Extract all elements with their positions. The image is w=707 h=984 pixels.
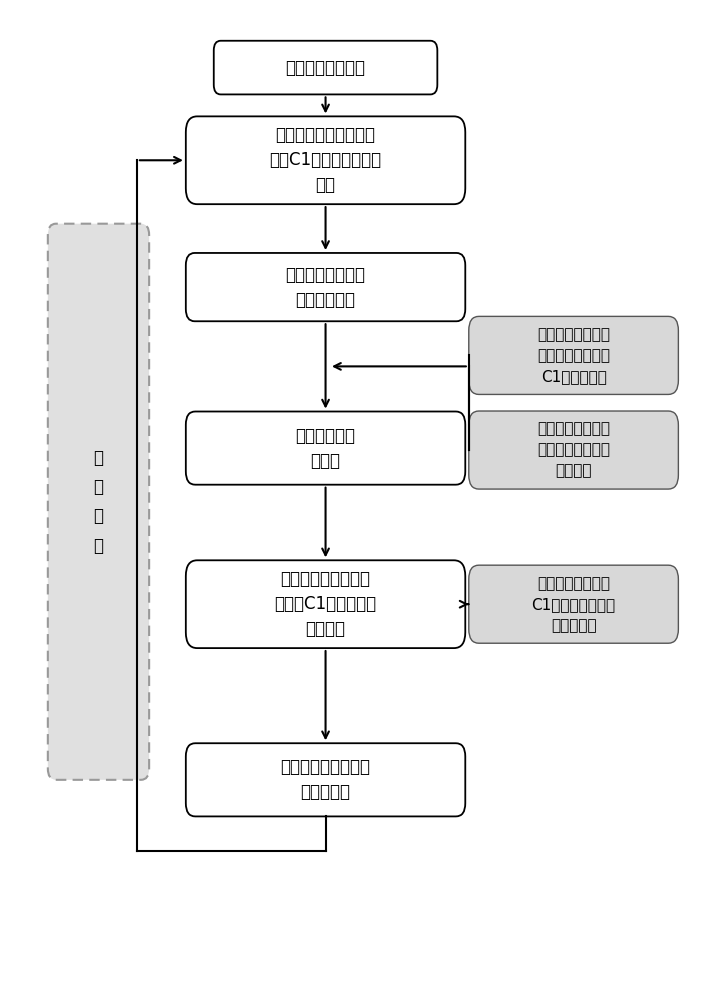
FancyBboxPatch shape — [469, 565, 679, 644]
FancyBboxPatch shape — [186, 116, 465, 204]
FancyBboxPatch shape — [186, 411, 465, 485]
Text: 主空间机器人测量
得到目标航天器的
相对位置: 主空间机器人测量 得到目标航天器的 相对位置 — [537, 421, 610, 478]
FancyBboxPatch shape — [48, 223, 149, 780]
Text: 滤波估计协方差矩
阵的一步预测: 滤波估计协方差矩 阵的一步预测 — [286, 266, 366, 309]
Text: 得到从空间机器人
C1与目标航天器相
对位置信息: 得到从空间机器人 C1与目标航天器相 对位置信息 — [532, 576, 616, 633]
Text: 滤波估计协方差矩阵
的一步修正: 滤波估计协方差矩阵 的一步修正 — [281, 759, 370, 801]
FancyBboxPatch shape — [186, 743, 465, 817]
FancyBboxPatch shape — [469, 317, 679, 395]
Text: 目标航天器与从空间机
器人C1相对状态的一步
预测: 目标航天器与从空间机 器人C1相对状态的一步 预测 — [269, 126, 382, 194]
FancyBboxPatch shape — [469, 411, 679, 489]
Text: 主空间机器人测量
得到从空间机器人
C1的相对位置: 主空间机器人测量 得到从空间机器人 C1的相对位置 — [537, 327, 610, 384]
FancyBboxPatch shape — [214, 40, 438, 94]
Text: 时
间
更
新: 时 间 更 新 — [93, 449, 103, 555]
Text: 目标航天器与从空间
机器人C1相对状态的
一步修正: 目标航天器与从空间 机器人C1相对状态的 一步修正 — [274, 570, 377, 639]
FancyBboxPatch shape — [186, 560, 465, 648]
Text: 滤波初始条件给定: 滤波初始条件给定 — [286, 59, 366, 77]
Text: 滤波增益矩阵
的更新: 滤波增益矩阵 的更新 — [296, 427, 356, 469]
FancyBboxPatch shape — [186, 253, 465, 321]
